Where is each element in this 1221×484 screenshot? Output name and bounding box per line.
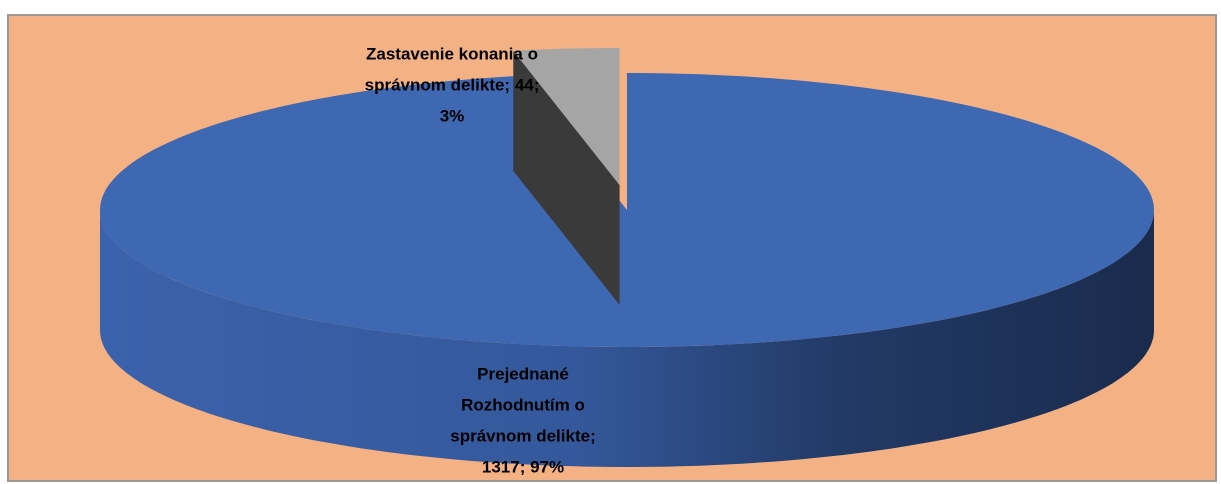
- slice: [100, 73, 1154, 347]
- slice-side: [100, 210, 1154, 467]
- data-label: správnom delikte;: [450, 426, 596, 445]
- data-label: Zastavenie konania o: [366, 44, 538, 63]
- data-label: 3%: [440, 106, 465, 125]
- data-label: 1317; 97%: [482, 457, 564, 476]
- slice-wall: [513, 50, 620, 306]
- data-label: Rozhodnutím o: [461, 395, 585, 414]
- labels: Prejednané Rozhodnutím o správnom delikte;…: [365, 44, 596, 476]
- slice: [513, 48, 620, 185]
- data-label: správnom delikte; 44;: [365, 75, 540, 94]
- data-label: Prejednané: [477, 364, 569, 383]
- pie: [100, 48, 1154, 467]
